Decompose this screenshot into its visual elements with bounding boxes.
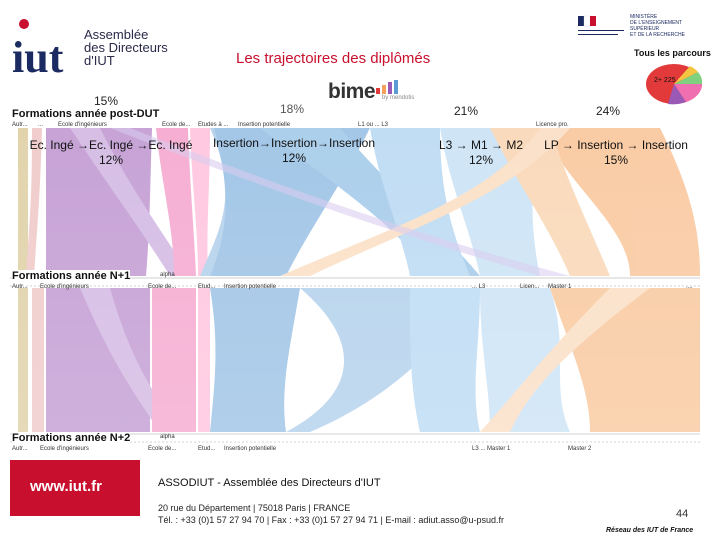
callout-insertion: Insertion→Insertion→Insertion 12% [212,136,376,165]
callout-lp-insertion: LP → Insertion → Insertion 15% [544,138,688,167]
cat-top-etudes: Etudes à ... [198,122,229,128]
pie-chart-thumbnail[interactable]: 2+ 225 [642,60,706,106]
cat-top-ecole-de: Ecole de... [162,122,191,128]
cat-top-l1-l3: L1 ou ... L3 [358,122,389,128]
row-label-post-dut: Formations année post-DUT [12,108,160,120]
sankey-diagram[interactable] [10,128,700,446]
footer-org: ASSODIUT - Assemblée des Directeurs d'IU… [158,477,381,489]
cat-mid-insertion: Insertion potentielle [224,284,277,290]
cat-mid-dots: .... [686,284,693,290]
cat-mid-autres: Autr... [12,284,28,290]
page-title: Les trajectoires des diplômés [236,50,431,67]
footer-red-bar [10,460,140,516]
cat-mid-etud: Etud... [198,284,216,290]
percent-2: 18% [280,102,305,116]
row-label-n2: Formations année N+2 [12,432,131,444]
cat-top-insertion: Insertion potentielle [238,122,291,128]
bime-logo: bime [328,80,376,103]
cat-bot-master-2: Master 2 [568,446,592,452]
cat-top-autres: Autr... [12,122,28,128]
footer-url-link[interactable]: www.iut.fr [30,478,102,495]
bime-bars-icon [376,80,398,94]
pie-value: 2+ 225 [654,77,676,84]
footer-reseau: Réseau des IUT de France [606,527,694,534]
ministry-text: MINISTÈRE DE L'ENSEIGNEMENT SUPÉRIEUR ET… [630,14,685,38]
cat-mid-ecole-ing: Ecole d'ingénieurs [40,284,89,290]
footer-address: 20 rue du Département | 75018 Paris | FR… [158,503,351,513]
cat-mid-licen: Licen... [520,284,540,290]
cat-bot-ecole-ing: Ecole d'ingénieurs [40,446,89,452]
percent-1: 15% [94,94,119,108]
row-label-n1: Formations année N+1 [12,270,131,282]
svg-text:iut: iut [12,33,64,80]
cat-bot-l3-master1: L3 ... Master 1 [472,446,511,452]
tous-parcours-label: Tous les parcours [634,48,711,58]
cat-bot-etud: Etud... [198,446,216,452]
cat-mid-l3: ... L3 [472,284,486,290]
cat-bot-insertion: Insertion potentielle [224,446,277,452]
cat-top-licence-pro: Licence pro. [536,122,569,128]
cat-mid-master-1: Master 1 [548,284,572,290]
callout-l3-m1-m2: L3 → M1 → M2 12% [438,138,524,167]
page-number: 44 [676,508,689,520]
cat-bot-alpha: alpha [160,434,175,440]
cat-bot-autres: Autr... [12,446,28,452]
percent-4: 24% [596,104,621,118]
cat-top-dots: ... [38,122,44,128]
cat-top-ecole-ing: Ecole d'ingénieurs [58,122,107,128]
cat-mid-ecole-de: Ecole de... [148,284,177,290]
bime-sub: by mendotis [382,95,415,101]
cat-mid-alpha: alpha [160,272,175,278]
callout-ecole-ing: Ec. Ingé →Ec. Ingé →Ec. Ingé 12% [29,138,193,167]
logo-text: Assemblée des Directeurs d'IUT [84,27,168,68]
iut-logo: iut [12,19,64,80]
ministry-logo [578,15,624,35]
footer-contact: Tél. : +33 (0)1 57 27 94 70 | Fax : +33 … [158,515,505,525]
cat-bot-ecole-de: Ecole de... [148,446,177,452]
percent-3: 21% [454,104,479,118]
